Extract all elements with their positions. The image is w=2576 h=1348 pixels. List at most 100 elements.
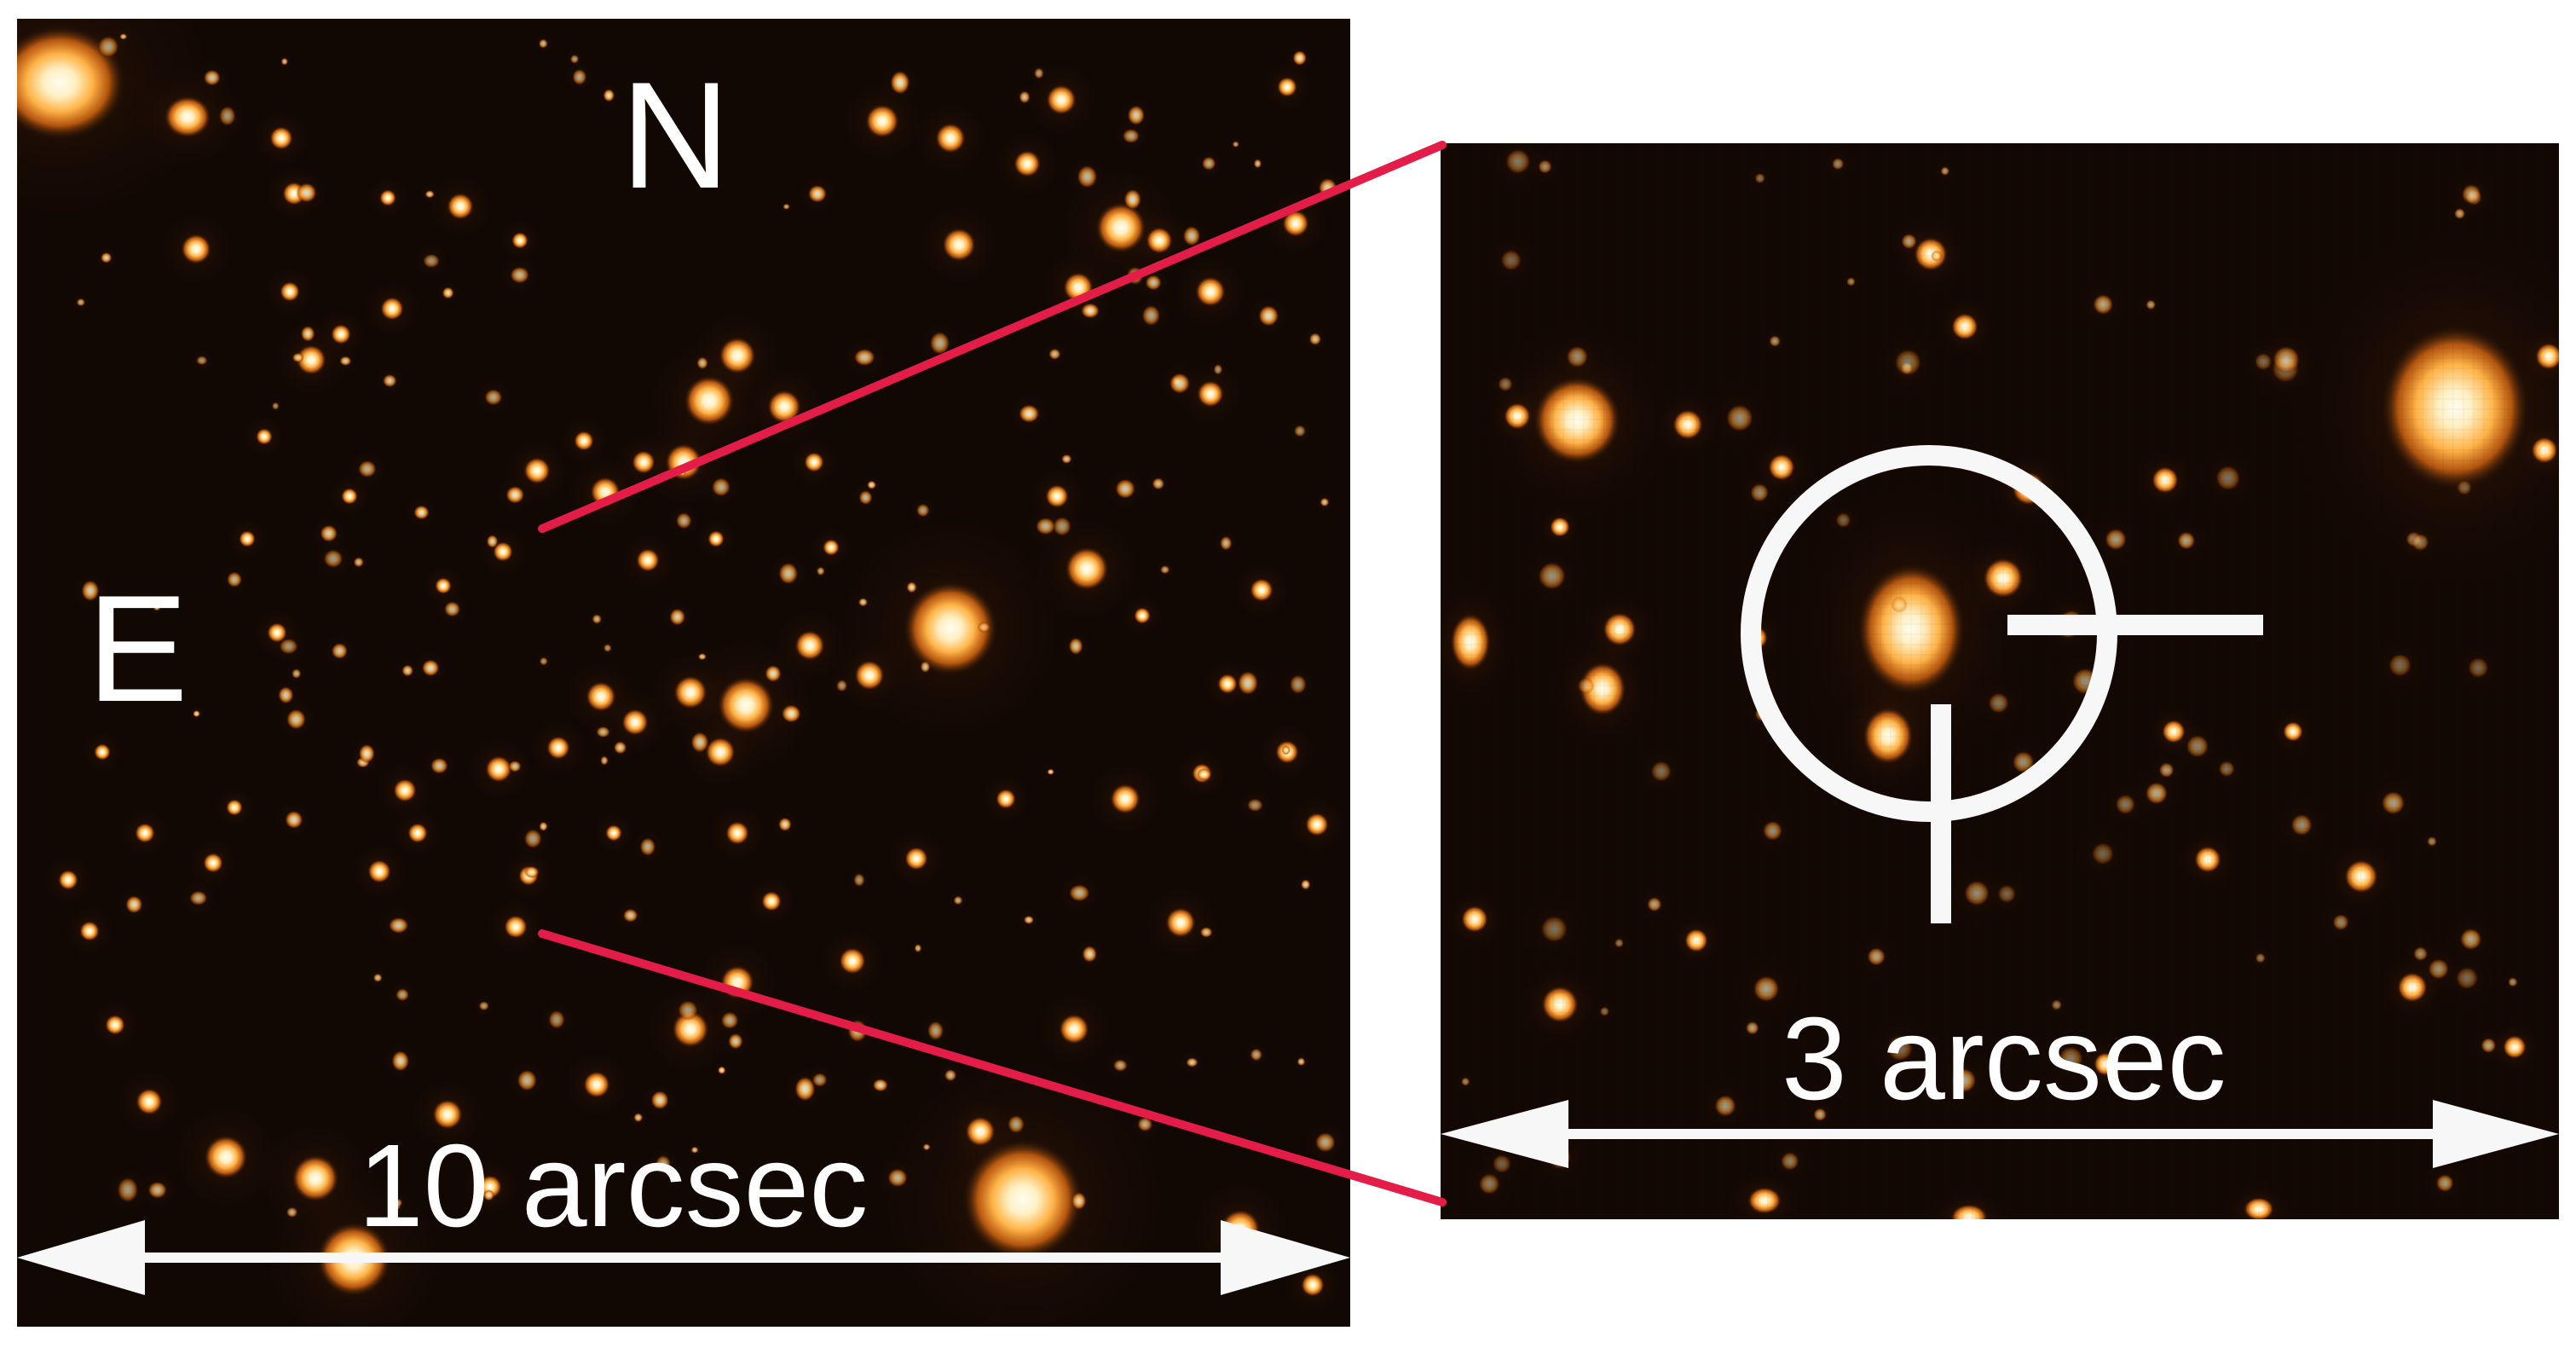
- left-faint-star: [482, 1189, 495, 1201]
- left-faint-star: [1300, 879, 1311, 890]
- left-faint-star: [425, 190, 435, 199]
- left-faint-star: [320, 524, 338, 543]
- left-star: [673, 675, 708, 709]
- left-faint-star: [858, 489, 873, 506]
- left-faint-star: [927, 1021, 944, 1041]
- left-faint-star: [1071, 1191, 1087, 1211]
- left-faint-star: [1297, 1057, 1306, 1067]
- left-faint-star: [867, 480, 877, 489]
- left-star: [717, 676, 775, 734]
- left-faint-star: [603, 644, 612, 652]
- left-faint-star: [1186, 1057, 1198, 1067]
- left-faint-star: [292, 668, 302, 680]
- left-star: [58, 870, 78, 890]
- target-marker: [1741, 445, 2263, 923]
- left-faint-star: [592, 614, 603, 625]
- left-faint-star: [858, 598, 869, 607]
- left-faint-star: [922, 1143, 931, 1151]
- left-star: [574, 431, 594, 451]
- left-faint-star: [100, 252, 113, 263]
- left-faint-star: [277, 686, 294, 704]
- left-faint-star: [1237, 670, 1259, 696]
- left-star: [684, 375, 735, 426]
- left-faint-star: [539, 821, 548, 832]
- left-faint-star: [1169, 372, 1191, 395]
- left-faint-star: [1080, 303, 1100, 319]
- left-star: [1165, 907, 1196, 938]
- wide-field-image: N E 10 arcsec: [17, 19, 1350, 1327]
- left-faint-star: [153, 603, 161, 611]
- left-star: [447, 193, 474, 220]
- left-star: [296, 344, 326, 375]
- left-faint-star: [339, 356, 352, 367]
- left-faint-star: [679, 469, 686, 477]
- left-faint-star: [296, 182, 317, 204]
- left-faint-star: [505, 485, 525, 505]
- left-faint-star: [1201, 156, 1216, 171]
- left-faint-star: [944, 1068, 957, 1082]
- left-star: [393, 778, 417, 802]
- left-star: [367, 859, 391, 883]
- left-faint-star: [286, 1206, 298, 1218]
- left-faint-star: [292, 352, 304, 363]
- left-star: [903, 581, 998, 676]
- left-star: [804, 452, 824, 472]
- left-faint-star: [783, 203, 790, 210]
- left-faint-star: [1068, 637, 1083, 656]
- left-faint-star: [203, 69, 222, 86]
- north-label: N: [621, 50, 731, 220]
- left-faint-star: [391, 1050, 410, 1073]
- left-star: [1063, 272, 1094, 303]
- left-star: [269, 126, 293, 150]
- left-faint-star: [443, 600, 461, 617]
- left-faint-star: [572, 68, 587, 86]
- left-faint-star: [393, 1198, 403, 1207]
- left-faint-star: [1253, 159, 1262, 169]
- left-faint-star: [395, 987, 410, 1002]
- left-faint-star: [218, 105, 237, 127]
- left-star: [1014, 150, 1041, 177]
- left-faint-star: [1007, 1114, 1025, 1134]
- left-star: [1197, 380, 1224, 408]
- left-faint-star: [920, 661, 931, 674]
- left-faint-star: [486, 534, 499, 549]
- left-star: [432, 1099, 463, 1130]
- left-faint-star: [1127, 105, 1146, 126]
- left-star: [105, 1015, 125, 1035]
- left-faint-star: [147, 1181, 168, 1200]
- left-faint-star: [1196, 767, 1212, 781]
- left-faint-star: [1019, 90, 1031, 104]
- left-faint-star: [382, 373, 397, 388]
- left-faint-star: [929, 331, 950, 356]
- left-scale-bar: [17, 1220, 1350, 1295]
- left-star: [854, 660, 885, 691]
- left-star: [605, 824, 622, 842]
- left-faint-star: [887, 1167, 909, 1188]
- left-faint-star: [1320, 497, 1330, 507]
- left-star: [136, 1088, 163, 1115]
- left-star: [1305, 813, 1329, 836]
- left-star: [1059, 1014, 1089, 1044]
- left-faint-star: [1152, 477, 1165, 490]
- left-faint-star: [1213, 363, 1223, 375]
- left-star: [1046, 84, 1077, 115]
- left-scale-arrow-right: [1221, 1220, 1350, 1295]
- left-faint-star: [569, 54, 580, 64]
- left-faint-star: [807, 184, 828, 204]
- left-faint-star: [124, 895, 143, 914]
- left-faint-star: [76, 298, 86, 307]
- zoomed-image: 3 arcsec: [1441, 143, 2559, 1219]
- left-faint-star: [1232, 141, 1239, 148]
- left-faint-star: [1145, 275, 1163, 291]
- left-faint-star: [430, 757, 449, 775]
- left-star: [435, 577, 452, 594]
- left-faint-star: [1219, 535, 1233, 551]
- left-faint-star: [193, 709, 200, 718]
- left-faint-star: [401, 664, 414, 677]
- left-faint-star: [523, 828, 543, 849]
- left-star: [1134, 607, 1151, 624]
- left-star: [583, 1071, 610, 1098]
- left-faint-star: [1114, 478, 1136, 500]
- left-star: [379, 189, 396, 206]
- left-faint-star: [764, 664, 782, 683]
